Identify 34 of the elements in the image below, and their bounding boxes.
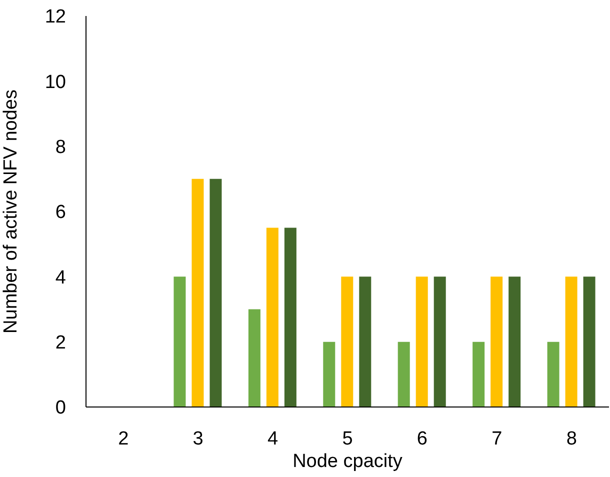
- bar: [565, 276, 578, 407]
- y-tick-label: 8: [55, 137, 66, 158]
- x-tick-label: 3: [192, 428, 204, 450]
- y-tick-label: 12: [44, 6, 66, 28]
- bar: [359, 276, 372, 407]
- bar: [248, 309, 260, 407]
- bar: [583, 276, 596, 407]
- bar: [284, 228, 296, 407]
- y-tick-label: 4: [55, 267, 66, 288]
- bar: [341, 276, 354, 407]
- x-axis-title: Node cpacity: [292, 451, 403, 472]
- x-tick-label: 7: [492, 428, 502, 450]
- bar: [192, 178, 204, 407]
- bar: [398, 342, 410, 407]
- bar: [434, 276, 446, 407]
- y-tick-label: 6: [55, 202, 66, 224]
- x-tick-label: 8: [566, 428, 577, 450]
- y-tick-label: 10: [44, 72, 66, 93]
- bar: [174, 276, 186, 407]
- bar: [323, 342, 336, 407]
- bar: [210, 178, 222, 407]
- bar: [547, 342, 560, 407]
- y-tick-label: 2: [55, 332, 66, 354]
- x-tick-label: 2: [118, 428, 129, 450]
- y-tick-label: 0: [55, 398, 66, 419]
- y-axis-title: Number of active NFV nodes: [0, 90, 22, 334]
- bar: [508, 276, 521, 407]
- bar: [472, 342, 485, 407]
- bar: [266, 228, 278, 407]
- x-tick-label: 6: [416, 428, 428, 450]
- x-tick-label: 5: [342, 428, 353, 450]
- bar: [416, 276, 428, 407]
- x-tick-label: 4: [267, 428, 278, 450]
- bar: [490, 276, 503, 407]
